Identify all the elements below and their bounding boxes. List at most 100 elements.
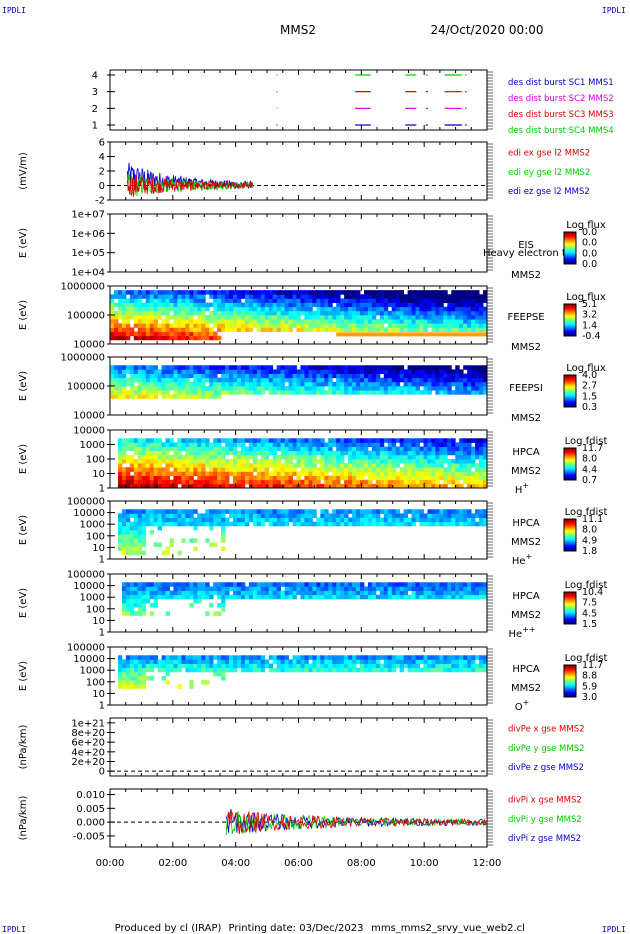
hpca_h-cell: [153, 471, 159, 476]
hpca_he-cell: [276, 513, 282, 518]
hpca_h-cell: [161, 475, 166, 481]
hpca_he-cell: [125, 521, 131, 527]
hpca_hepp-cell: [217, 611, 222, 616]
feepse-cell: [455, 319, 460, 324]
feepse-cell: [431, 294, 436, 299]
hpca_h-cell: [137, 454, 143, 460]
hpca_he-cell: [205, 513, 210, 518]
feepse-cell: [177, 323, 182, 328]
feepsi-cell: [415, 390, 420, 395]
eis-colorbar-tick: 0.0: [582, 248, 597, 259]
hpca_o-cell: [233, 667, 238, 673]
feepse-cell: [157, 302, 162, 308]
hpca_o-colorbar-cell: [564, 693, 576, 695]
feepse-cell: [475, 319, 480, 324]
hpca_he-cell: [395, 509, 401, 514]
feepsi-colorbar-cell: [564, 386, 576, 388]
hpca_h-cell: [177, 459, 182, 464]
hpca_o-cell: [189, 684, 194, 689]
feepse-cell: [292, 290, 297, 295]
hpca_he-cell: [292, 517, 297, 523]
feepsi-cell: [316, 386, 321, 391]
hpca_hepp-cell: [435, 590, 440, 596]
hpca_h-cell: [209, 471, 214, 476]
feepse-cell: [225, 323, 230, 328]
hpca_h-cell: [125, 454, 131, 460]
feepse-cell: [340, 302, 345, 308]
feepse-cell: [209, 315, 214, 320]
hpca_hepp-cell: [367, 582, 373, 587]
feepse-cell: [419, 327, 424, 332]
hpca_he-colorbar-cell: [564, 523, 576, 525]
feepsi-cell: [129, 386, 135, 391]
feepse-cell: [336, 298, 341, 303]
hpca_h-cell: [173, 479, 178, 485]
feepse-cell: [213, 323, 218, 328]
hpca_he-cell: [193, 517, 198, 523]
feepsi-colorbar-cell: [564, 375, 576, 377]
hpca_he-colorbar-cell: [564, 532, 576, 534]
hpca_he-cell: [153, 513, 159, 518]
feepsi-colorbar-cell: [564, 388, 576, 390]
hpca_h-cell: [217, 459, 222, 464]
hpca_h-cell: [288, 459, 293, 464]
hpca_h-cell: [185, 479, 190, 485]
hpca_h-cell: [479, 454, 484, 460]
hpca_hepp-cell: [403, 586, 409, 591]
feepse-cell: [141, 331, 147, 337]
hpca_h-cell: [363, 463, 369, 468]
hpca_h-cell: [133, 471, 139, 476]
feepse-cell: [300, 323, 305, 328]
hpca_h-cell: [284, 459, 289, 464]
feepse-cell: [272, 290, 278, 295]
feepse-cell: [399, 302, 405, 308]
hpca_he-cell: [300, 509, 305, 514]
hpca_he-cell: [324, 517, 329, 523]
hpca_hepp-cell: [463, 582, 468, 587]
feepse-cell: [324, 323, 329, 328]
feepsi-cell: [316, 373, 321, 379]
feepse-cell: [387, 327, 393, 332]
feepsi-cell: [284, 386, 289, 391]
hpca_h-cell: [181, 454, 186, 460]
feepse-cell: [316, 298, 321, 303]
hpca_h-cell: [117, 450, 123, 456]
hpca_h-cell: [221, 471, 226, 476]
feepse-cell: [340, 298, 345, 303]
hpca_h-cell: [181, 459, 186, 464]
feepse-cell: [153, 290, 159, 295]
hpca_h-cell: [336, 467, 341, 472]
feepse-cell: [248, 298, 254, 303]
hpca_he-colorbar-cell: [564, 544, 576, 546]
hpca_h-cell: [387, 479, 393, 485]
hpca_h-cell: [296, 475, 301, 481]
hpca_h-cell: [117, 438, 123, 443]
hpca_h-cell: [399, 450, 405, 456]
hpca_hepp-cell: [125, 586, 131, 591]
edi-series-line: [126, 175, 254, 197]
hpca_h-cell: [272, 442, 278, 447]
hpca_he-cell: [133, 509, 139, 514]
feepse-cell: [236, 306, 242, 312]
feepse-cell: [189, 315, 194, 320]
hpca_o-cell: [252, 655, 258, 660]
feepse-cell: [463, 306, 468, 312]
hpca_hepp-cell: [336, 594, 341, 600]
feepse-cell: [435, 290, 440, 295]
feepsi-cell: [423, 369, 428, 374]
feepse-cell: [280, 294, 286, 299]
hpca_he-cell: [177, 513, 182, 518]
hpca_o-cell: [145, 667, 151, 673]
hpca_hepp-cell: [125, 582, 131, 587]
hpca_h-cell: [300, 442, 305, 447]
feepse-cell: [185, 323, 190, 328]
feepse-cell: [455, 310, 460, 316]
feepsi-colorbar-cell: [564, 387, 576, 389]
hpca_h-cell: [177, 438, 182, 443]
hpca_he-cell: [344, 517, 349, 523]
feepsi-cell: [161, 369, 166, 374]
feepsi-colorbar-cell: [564, 401, 576, 403]
hpca_hepp-cell: [284, 586, 289, 591]
hpca_hepp-cell: [324, 586, 329, 591]
hpca_h-cell: [236, 463, 242, 468]
